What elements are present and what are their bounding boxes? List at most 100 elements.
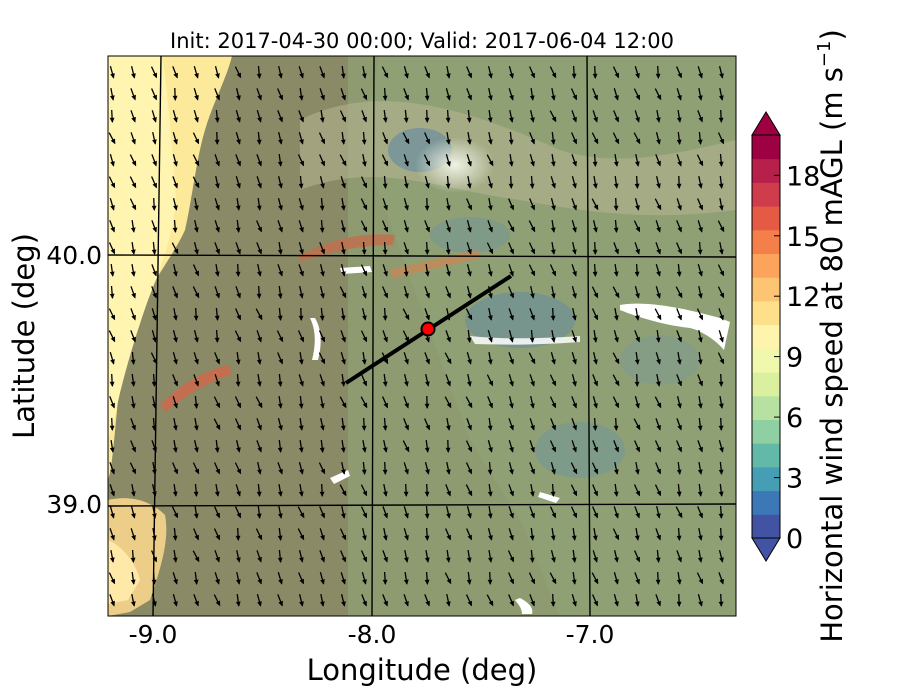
wind-arrow bbox=[486, 594, 494, 607]
wind-arrow bbox=[488, 87, 493, 101]
wind-arrow bbox=[298, 132, 304, 145]
wind-arrow bbox=[235, 527, 241, 541]
wind-arrow bbox=[194, 197, 199, 211]
colorbar-bin bbox=[752, 490, 780, 515]
wind-arrow bbox=[549, 66, 557, 79]
wind-arrow bbox=[277, 549, 283, 563]
wind-arrow bbox=[718, 373, 724, 387]
colorbar-tick-label: 0 bbox=[786, 524, 803, 555]
wind-arrow bbox=[487, 330, 493, 343]
wind-arrow bbox=[361, 308, 367, 321]
wind-arrow bbox=[360, 176, 368, 189]
wind-arrow bbox=[591, 308, 599, 321]
wind-arrow bbox=[255, 528, 263, 541]
wind-arrow bbox=[550, 550, 556, 563]
wind-arrow bbox=[634, 506, 640, 519]
wind-arrow bbox=[697, 483, 703, 497]
wind-arrow bbox=[550, 220, 556, 233]
wind-arrow bbox=[214, 307, 220, 321]
wind-arrow bbox=[424, 197, 430, 211]
wind-arrow bbox=[109, 220, 115, 233]
wind-arrow bbox=[340, 66, 346, 79]
colorbar-label-close: ) bbox=[815, 29, 849, 40]
wind-arrow bbox=[655, 220, 661, 233]
wind-arrow bbox=[339, 484, 347, 497]
wind-arrow bbox=[298, 220, 304, 233]
wind-arrow bbox=[298, 572, 304, 585]
wind-arrow bbox=[592, 352, 598, 365]
wind-arrow bbox=[403, 352, 409, 365]
wind-arrow bbox=[487, 110, 493, 123]
wind-arrow bbox=[445, 131, 451, 145]
wind-arrow bbox=[487, 484, 493, 497]
wind-arrow bbox=[634, 110, 640, 123]
wind-arrow bbox=[277, 110, 283, 123]
wind-arrow bbox=[487, 220, 493, 233]
wind-arrow bbox=[341, 461, 346, 475]
wind-arrow bbox=[655, 242, 661, 255]
wind-arrow bbox=[340, 264, 346, 277]
wind-arrow bbox=[445, 484, 451, 497]
wind-arrow bbox=[613, 506, 619, 519]
wind-arrow bbox=[340, 131, 346, 145]
wind-arrow bbox=[423, 154, 431, 167]
wind-arrow bbox=[508, 462, 514, 475]
wind-arrow bbox=[109, 373, 115, 387]
wind-arrow bbox=[655, 462, 661, 475]
wind-arrow bbox=[424, 352, 430, 365]
wind-arrow bbox=[298, 264, 304, 277]
wind-arrow bbox=[592, 594, 598, 607]
wind-arrow bbox=[213, 528, 221, 541]
wind-arrow bbox=[696, 308, 704, 321]
wind-arrow bbox=[129, 176, 137, 189]
wind-arrow bbox=[487, 417, 493, 431]
wind-arrow bbox=[633, 220, 641, 233]
wind-arrow bbox=[445, 175, 451, 189]
wind-arrow bbox=[529, 374, 535, 387]
wind-arrow bbox=[571, 440, 577, 453]
wind-arrow bbox=[550, 241, 556, 255]
wind-arrow bbox=[361, 110, 367, 123]
wind-arrow bbox=[319, 110, 325, 123]
wind-arrow bbox=[256, 285, 262, 299]
wind-arrow bbox=[718, 550, 724, 563]
wind-arrow bbox=[424, 440, 430, 453]
wind-vector-field bbox=[108, 65, 725, 607]
wind-arrow bbox=[235, 198, 241, 211]
wind-arrow bbox=[634, 286, 640, 299]
wind-arrow bbox=[151, 308, 157, 321]
wind-arrow bbox=[529, 594, 535, 607]
wind-arrow bbox=[129, 462, 137, 475]
wind-arrow bbox=[278, 65, 283, 79]
wind-arrow bbox=[130, 395, 136, 409]
wind-arrow bbox=[215, 175, 220, 189]
wind-arrow bbox=[130, 286, 136, 299]
wind-arrow bbox=[193, 374, 199, 387]
wind-arrow bbox=[235, 219, 241, 233]
wind-arrow bbox=[299, 285, 304, 299]
colorbar-bin bbox=[752, 253, 780, 278]
wind-arrow bbox=[571, 396, 577, 409]
wind-arrow bbox=[425, 373, 430, 387]
wind-arrow bbox=[465, 484, 473, 497]
wind-arrow bbox=[612, 374, 620, 387]
wind-arrow bbox=[465, 440, 473, 453]
wind-arrow bbox=[403, 154, 409, 167]
wind-arrow bbox=[171, 506, 179, 519]
wind-arrow bbox=[676, 527, 682, 541]
wind-arrow bbox=[151, 330, 157, 343]
wind-arrow bbox=[193, 330, 199, 343]
wind-arrow bbox=[508, 396, 514, 409]
wind-arrow bbox=[676, 572, 682, 585]
wind-arrow bbox=[424, 571, 430, 585]
wind-arrow bbox=[445, 550, 451, 563]
wind-arrow bbox=[719, 87, 724, 101]
wind-arrow bbox=[697, 440, 703, 453]
wind-arrow bbox=[277, 285, 283, 299]
wind-arrow bbox=[256, 176, 262, 189]
wind-arrow bbox=[424, 483, 430, 497]
wind-arrow bbox=[549, 396, 557, 409]
colorbar-bin bbox=[752, 395, 780, 420]
wind-arrow bbox=[339, 286, 347, 299]
wind-arrow bbox=[193, 440, 199, 453]
